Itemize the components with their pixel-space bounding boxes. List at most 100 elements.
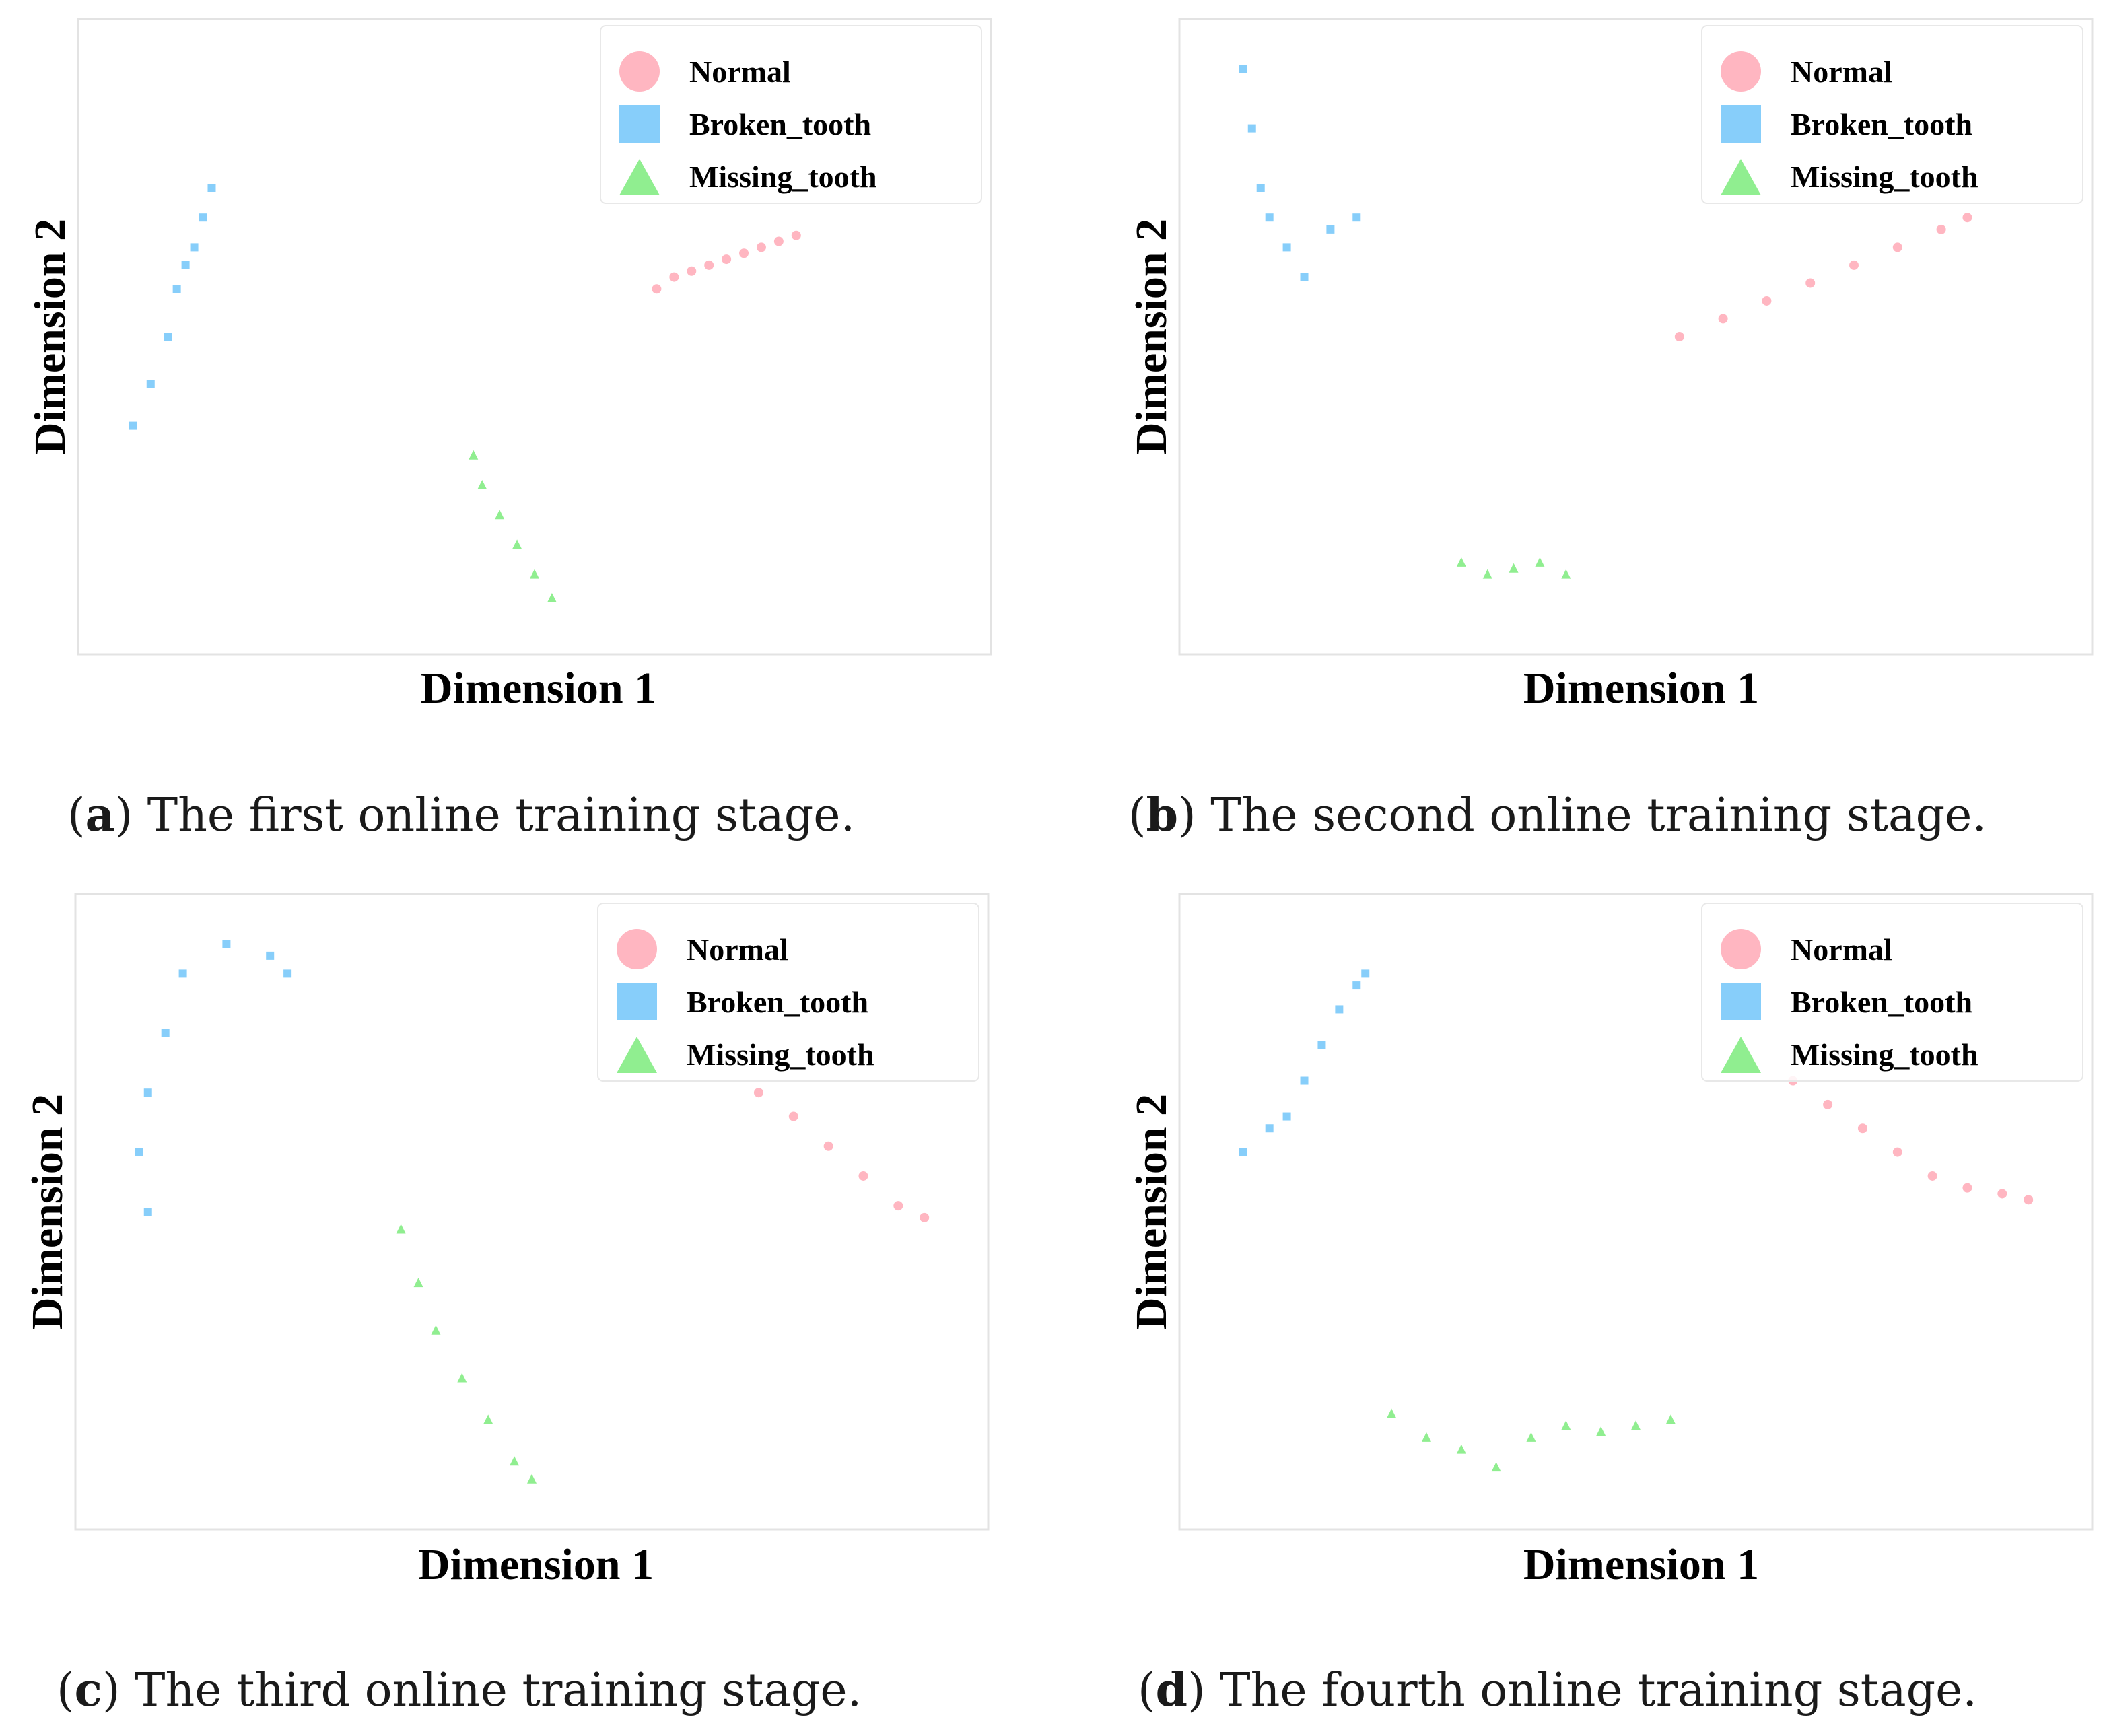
legend-label-missing-tooth: Missing_tooth: [1791, 1037, 1978, 1072]
point-normal: [1674, 332, 1684, 341]
point-broken-tooth: [181, 261, 190, 269]
legend: Normal Broken_tooth Missing_tooth: [1701, 903, 2083, 1082]
point-normal: [1927, 1171, 1937, 1181]
point-normal: [823, 1141, 833, 1151]
point-normal: [1857, 1123, 1867, 1134]
panel-c: Normal Broken_tooth Missing_tooth: [74, 893, 990, 1531]
legend-marker-missing-tooth: [1721, 159, 1761, 195]
point-broken-tooth: [190, 243, 199, 252]
point-broken-tooth: [1352, 981, 1361, 990]
point-missing-tooth: [1456, 557, 1466, 567]
x-axis-label: Dimension 1: [1523, 1540, 1759, 1589]
caption-d: (d) The fourth online training stage.: [1138, 1663, 1977, 1717]
scatter-points: [1239, 969, 2034, 1472]
point-missing-tooth: [512, 539, 522, 549]
caption-letter: d: [1156, 1663, 1188, 1717]
point-missing-tooth: [1387, 1408, 1397, 1418]
point-missing-tooth: [527, 1473, 537, 1484]
legend-label-normal: Normal: [1791, 932, 1892, 967]
point-normal: [1805, 278, 1816, 288]
point-normal: [1936, 224, 1946, 234]
point-broken-tooth: [222, 940, 231, 948]
point-broken-tooth: [1300, 273, 1309, 281]
point-normal: [1962, 1183, 1972, 1193]
point-normal: [739, 248, 749, 258]
point-broken-tooth: [1361, 969, 1370, 978]
legend: Normal Broken_tooth Missing_tooth: [1701, 25, 2083, 204]
point-normal: [1892, 242, 1902, 252]
point-broken-tooth: [1256, 184, 1265, 192]
y-axis-label: Dimension 2: [1127, 219, 1176, 454]
point-broken-tooth: [1317, 1041, 1326, 1049]
point-missing-tooth: [547, 592, 557, 602]
point-missing-tooth: [431, 1325, 441, 1335]
point-normal: [1823, 1099, 1833, 1109]
point-broken-tooth: [178, 969, 187, 978]
point-normal: [788, 1111, 798, 1121]
legend-label-missing-tooth: Missing_tooth: [1791, 160, 1978, 194]
caption-b: (b) The second online training stage.: [1128, 788, 1987, 842]
point-missing-tooth: [495, 510, 505, 520]
legend-box: [1701, 25, 2083, 204]
legend-marker-broken-tooth: [1721, 105, 1761, 143]
caption-letter: b: [1146, 788, 1179, 842]
point-broken-tooth: [164, 333, 172, 341]
point-missing-tooth: [1491, 1462, 1501, 1472]
legend-label-missing-tooth: Missing_tooth: [687, 1037, 874, 1072]
caption-letter: a: [85, 788, 115, 842]
scatter-points: [1239, 65, 1972, 579]
point-broken-tooth: [266, 951, 275, 960]
legend-box: [600, 25, 982, 204]
caption-text: The fourth online training stage.: [1220, 1664, 1977, 1717]
legend-label-normal: Normal: [689, 55, 791, 89]
point-missing-tooth: [1482, 569, 1492, 579]
point-broken-tooth: [1247, 124, 1256, 133]
caption-text: The second online training stage.: [1210, 789, 1987, 842]
point-normal: [858, 1171, 868, 1181]
legend-marker-normal: [617, 929, 657, 969]
x-axis-label: Dimension 1: [1523, 664, 1759, 713]
point-normal: [1849, 260, 1859, 270]
point-missing-tooth: [483, 1414, 493, 1424]
x-axis-label: Dimension 1: [418, 1540, 654, 1589]
legend-marker-normal: [619, 51, 660, 92]
point-missing-tooth: [413, 1278, 423, 1288]
point-broken-tooth: [1300, 1076, 1309, 1085]
point-missing-tooth: [1596, 1426, 1606, 1436]
point-missing-tooth: [530, 569, 539, 579]
point-normal: [1962, 213, 1972, 223]
point-broken-tooth: [1352, 213, 1361, 222]
point-broken-tooth: [1282, 1112, 1291, 1121]
point-missing-tooth: [1526, 1432, 1536, 1442]
legend-label-broken-tooth: Broken_tooth: [689, 107, 871, 141]
legend-box: [597, 903, 979, 1082]
point-broken-tooth: [146, 380, 155, 388]
point-broken-tooth: [161, 1029, 170, 1037]
point-broken-tooth: [1282, 243, 1291, 252]
legend-marker-missing-tooth: [1721, 1037, 1761, 1073]
point-broken-tooth: [143, 1208, 152, 1216]
point-broken-tooth: [143, 1088, 152, 1097]
scatter-points: [129, 184, 801, 602]
point-normal: [753, 1088, 763, 1098]
y-axis-label: Dimension 2: [23, 1094, 72, 1329]
point-normal: [2024, 1195, 2034, 1205]
y-axis-label: Dimension 2: [26, 219, 75, 454]
point-normal: [687, 266, 697, 276]
point-broken-tooth: [1239, 1148, 1247, 1156]
point-missing-tooth: [1665, 1414, 1676, 1424]
point-broken-tooth: [199, 213, 207, 222]
panel-b: Normal Broken_tooth Missing_tooth: [1178, 18, 2094, 656]
point-missing-tooth: [1561, 1420, 1571, 1430]
point-broken-tooth: [1265, 213, 1274, 222]
point-missing-tooth: [1421, 1432, 1431, 1442]
legend-marker-broken-tooth: [617, 983, 657, 1020]
legend-marker-broken-tooth: [619, 105, 660, 143]
legend-label-normal: Normal: [1791, 55, 1892, 89]
legend-marker-normal: [1721, 51, 1761, 92]
point-normal: [756, 242, 766, 252]
point-normal: [652, 284, 662, 294]
caption-c: (c) The third online training stage.: [57, 1663, 862, 1717]
x-axis-label: Dimension 1: [421, 664, 656, 713]
